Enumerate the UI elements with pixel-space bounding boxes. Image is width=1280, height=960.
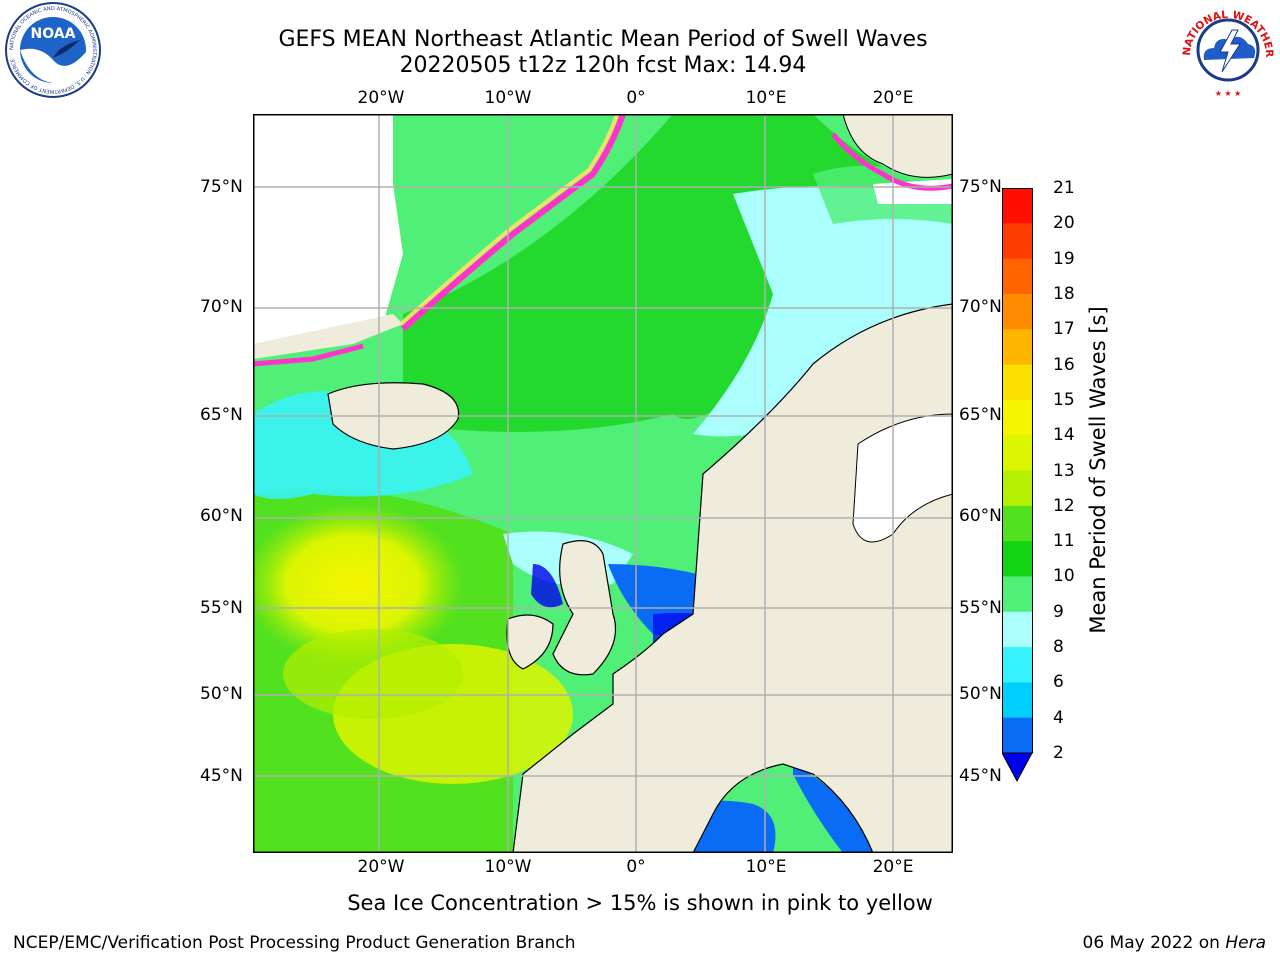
lat-label-right: 75°N: [959, 177, 1002, 197]
graticule: [253, 114, 953, 853]
colorbar-tick-label: 16: [1053, 354, 1075, 375]
colorbar-tick-label: 19: [1053, 248, 1075, 269]
gulf-of-bothnia: [852, 413, 953, 543]
colorbar-tick-label: 12: [1053, 495, 1075, 516]
colorbar-segment: [1002, 258, 1033, 295]
colorbar-segment: [1002, 470, 1033, 507]
sea-ice-edge-greenland: [400, 114, 626, 332]
lon-label-top: 10°W: [484, 88, 532, 108]
colorbar-tick-label: 2: [1053, 743, 1064, 763]
lon-label-bottom: 0°: [626, 857, 646, 877]
colorbar-tick-label: 13: [1053, 460, 1075, 481]
colorbar: [1002, 188, 1033, 783]
colorbar-tick-label: 15: [1053, 389, 1075, 410]
colorbar-tick-label: 14: [1053, 425, 1075, 446]
lat-label-left: 65°N: [200, 405, 243, 425]
noaa-logo-text: NOAA: [31, 26, 76, 42]
colorbar-tick-label: 9: [1053, 601, 1064, 622]
lon-label-top: 20°E: [872, 88, 914, 108]
lon-label-bottom: 10°W: [484, 857, 532, 877]
lat-label-right: 65°N: [959, 405, 1002, 425]
swell-zone-adriatic: [793, 764, 873, 853]
colorbar-segment: [1002, 364, 1033, 401]
lat-label-right: 55°N: [959, 598, 1002, 618]
colorbar-segment: [1002, 188, 1033, 224]
colorbar-tick-label: 17: [1053, 319, 1075, 340]
lat-label-right: 45°N: [959, 766, 1002, 786]
colorbar-segment: [1002, 293, 1033, 330]
sea-ice-edge-greenland-inner: [399, 114, 619, 326]
footer-date-text: 06 May 2022 on: [1082, 933, 1220, 953]
colorbar-segment: [1002, 682, 1033, 719]
swell-zone-warm-core: [253, 504, 463, 664]
map-frame: [253, 114, 953, 853]
lat-label-right: 70°N: [959, 297, 1002, 317]
sea-ice-caption: Sea Ice Concentration > 15% is shown in …: [347, 891, 933, 915]
ireland: [506, 614, 554, 670]
lon-label-top: 20°W: [357, 88, 405, 108]
lat-label-left: 55°N: [200, 598, 243, 618]
colorbar-segment: [1002, 329, 1033, 366]
colorbar-tick-label: 10: [1053, 566, 1075, 587]
footer-host: Hera: [1225, 933, 1266, 953]
colorbar-extend-arrow: [1002, 752, 1033, 783]
map-subtitle: 20220505 t12z 120h fcst Max: 14.94: [399, 53, 807, 78]
sea-ice-edge-barents: [831, 132, 953, 191]
nws-logo: NATIONAL WEATHER SERVICE ★ ★ ★: [1176, 0, 1275, 98]
lat-label-left: 45°N: [200, 766, 243, 786]
lat-label-right: 50°N: [959, 684, 1002, 704]
european-mainland: [512, 303, 953, 853]
lat-label-left: 60°N: [200, 506, 243, 526]
colorbar-segment: [1002, 717, 1033, 754]
colorbar-segment: [1002, 541, 1033, 577]
colorbar-frame: [1002, 188, 1033, 754]
colorbar-tick-label: 11: [1053, 531, 1075, 552]
lon-label-bottom: 20°W: [357, 857, 405, 877]
lat-label-right: 60°N: [959, 506, 1002, 526]
footer-date: 06 May 2022 on Hera: [1083, 933, 1267, 953]
noaa-logo: NOAA NATIONAL OCEANIC AND ATMOSPHERIC AD…: [5, 2, 101, 98]
colorbar-segment: [1002, 505, 1033, 542]
lat-label-left: 75°N: [200, 177, 243, 197]
colorbar-segment: [1002, 611, 1033, 648]
colorbar-label: Mean Period of Swell Waves [s]: [1086, 306, 1110, 634]
colorbar-tick-label: 6: [1053, 672, 1064, 693]
lon-label-bottom: 20°E: [872, 857, 914, 877]
lat-label-left: 50°N: [200, 684, 243, 704]
colorbar-tick-label: 20: [1053, 213, 1075, 234]
colorbar-segment: [1002, 223, 1033, 260]
swell-zone-mid-atlantic: [283, 629, 463, 719]
lon-label-top: 0°: [626, 88, 646, 108]
colorbar-tick-label: 8: [1053, 637, 1064, 658]
colorbar-tick-label: 4: [1053, 707, 1064, 728]
lat-label-left: 70°N: [200, 297, 243, 317]
footer-credit: NCEP/EMC/Verification Post Processing Pr…: [13, 933, 576, 953]
colorbar-segment: [1002, 435, 1033, 471]
greenland-coast: [253, 314, 403, 359]
lon-label-top: 10°E: [745, 88, 787, 108]
colorbar-segment: [1002, 576, 1033, 613]
colorbar-tick-label: 18: [1053, 283, 1075, 304]
svg-text:★ ★ ★: ★ ★ ★: [1215, 89, 1242, 98]
colorbar-segments: [1002, 188, 1033, 754]
lon-label-bottom: 10°E: [745, 857, 787, 877]
greenland-ice: [253, 114, 403, 354]
colorbar-tick-label: 21: [1053, 178, 1075, 198]
colorbar-segment: [1002, 399, 1033, 436]
svalbard: [842, 114, 953, 178]
colorbar-segment: [1002, 647, 1033, 683]
swell-zone-norwegian-sea: [693, 186, 953, 437]
map-title: GEFS MEAN Northeast Atlantic Mean Period…: [278, 27, 928, 52]
swell-zone-irish-sea: [531, 564, 563, 608]
swell-period-map: [253, 114, 953, 853]
sea-ice-edge-denmark-strait: [253, 343, 364, 367]
